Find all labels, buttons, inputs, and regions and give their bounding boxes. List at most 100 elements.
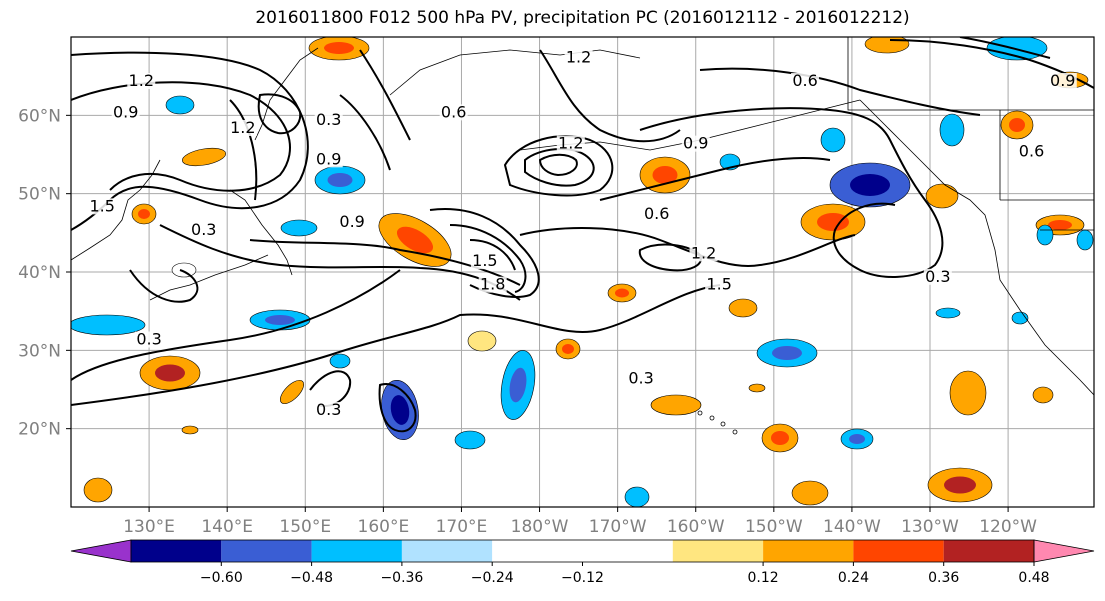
chart-title: 2016011800 F012 500 hPa PV, precipitatio…	[255, 8, 910, 28]
precip-anomaly-core	[138, 209, 150, 219]
contour-label-bg	[923, 268, 952, 285]
pv-contour	[539, 49, 681, 143]
precip-anomaly-region	[181, 425, 199, 435]
precip-anomaly-core	[771, 431, 789, 445]
precip-anomaly-core	[817, 213, 849, 231]
contour-label: 1.5	[90, 196, 115, 215]
pv-contour	[159, 224, 521, 301]
coastline	[859, 99, 1094, 396]
lon-tick-label: 170°E	[436, 517, 488, 537]
contour-label-bg	[689, 245, 718, 262]
colorbar-segment	[943, 540, 1034, 562]
precip-anomaly-core	[772, 346, 802, 360]
precip-anomaly-region	[820, 127, 846, 153]
precip-anomaly-core	[265, 315, 295, 325]
contour-label: 0.6	[441, 102, 466, 121]
colorbar-tick-label: −0.60	[200, 570, 243, 586]
contour-label-bg	[189, 221, 218, 238]
precip-anomaly-core	[850, 174, 890, 196]
contour-label: 0.3	[628, 369, 653, 388]
contour-label-bg	[127, 73, 156, 89]
precip-anomaly-core	[390, 395, 410, 425]
lat-tick-label: 60°N	[18, 106, 61, 126]
contour-label-bg	[314, 112, 343, 129]
pv-contour	[129, 269, 199, 303]
contour-label: 1.5	[706, 275, 731, 294]
precip-anomaly-region	[728, 298, 758, 318]
colorbar-tick-label: 0.12	[748, 570, 779, 586]
contour-label-bg	[111, 104, 140, 121]
contour-label-bg	[705, 276, 734, 293]
precip-anomaly-region	[454, 430, 486, 450]
colorbar-segment	[853, 540, 944, 562]
contour-label-bg	[470, 253, 499, 270]
contour-label-bg	[642, 206, 671, 223]
lon-tick-label: 140°E	[201, 517, 253, 537]
precip-anomaly-core	[944, 476, 976, 494]
contour-label-bg	[627, 370, 656, 387]
precip-anomaly-core	[1009, 118, 1025, 132]
pv-contour	[249, 239, 521, 286]
pv-contour	[699, 67, 981, 116]
contour-label: 0.9	[113, 102, 138, 121]
precip-anomaly-region	[279, 379, 305, 405]
contour-label: 0.6	[1019, 142, 1044, 161]
precip-anomaly-region	[791, 480, 829, 506]
colorbar-segment	[311, 540, 402, 562]
contour-label-bg	[314, 151, 343, 168]
lon-tick-label: 160°E	[358, 517, 410, 537]
lon-tick-label: 130°W	[901, 517, 959, 537]
pv-contour	[538, 153, 578, 177]
colorbar-tick-label: 0.24	[838, 570, 869, 586]
precip-anomaly-core	[652, 166, 678, 184]
coastline	[149, 254, 269, 301]
precip-anomaly-core	[155, 364, 185, 382]
pv-contour	[599, 157, 831, 201]
colorbar-tick-label: −0.12	[561, 570, 604, 586]
pv-contour	[503, 135, 614, 197]
precip-anomaly-region	[467, 330, 497, 352]
precip-anomaly-region	[864, 37, 910, 54]
contour-label-bg	[556, 135, 585, 152]
contour-label-bg	[135, 331, 164, 348]
pv-contour	[429, 208, 540, 298]
precip-anomaly-region	[650, 394, 702, 416]
contour-label-bg	[314, 402, 343, 418]
contour-label: 0.3	[925, 267, 950, 286]
contour-label: 0.9	[683, 134, 708, 153]
lon-tick-label: 120°W	[979, 517, 1037, 537]
precip-anomaly-region	[925, 183, 959, 209]
colorbar-segment	[221, 540, 312, 562]
pv-contour	[359, 49, 411, 141]
precip-anomaly-region	[1076, 229, 1094, 251]
colorbar-tick-label: −0.48	[290, 570, 333, 586]
precip-anomaly-core	[562, 344, 574, 354]
contour-label-bg	[1017, 143, 1046, 160]
pv-contour	[449, 224, 527, 293]
contour-label: 0.3	[316, 110, 341, 129]
contour-label: 1.2	[558, 134, 583, 153]
contour-label-bg	[228, 120, 257, 136]
contour-label: 1.2	[230, 118, 255, 137]
contour-label: 0.3	[316, 400, 341, 419]
contour-label-bg	[439, 104, 468, 121]
colorbar-segment	[672, 540, 764, 562]
colorbar-segment	[401, 540, 493, 562]
precip-anomaly-region	[171, 262, 197, 278]
colorbar-segment	[492, 540, 583, 562]
precip-anomaly-core	[1048, 220, 1072, 230]
precip-anomaly-region	[329, 353, 351, 369]
island	[709, 415, 715, 421]
pv-contour	[469, 239, 516, 271]
colorbar-segment	[582, 540, 673, 562]
pv-contour	[639, 107, 944, 278]
precip-anomaly-core	[327, 173, 353, 187]
precip-anomaly-core	[849, 434, 865, 444]
lon-tick-label: 170°W	[589, 517, 647, 537]
precip-anomaly-core	[396, 226, 434, 254]
contour-label: 1.2	[129, 71, 154, 90]
colorbar-tick-label: −0.36	[380, 570, 423, 586]
contour-label-bg	[564, 49, 593, 66]
coastline	[229, 189, 293, 276]
